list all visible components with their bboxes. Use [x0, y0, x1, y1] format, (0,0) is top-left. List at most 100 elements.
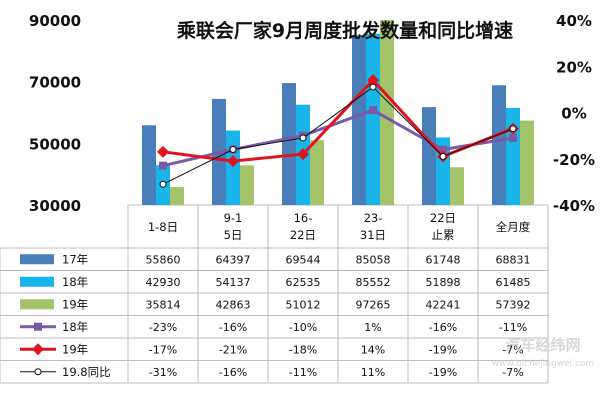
legend-swatch-bar [20, 299, 54, 310]
legend-marker-circle [34, 368, 42, 376]
data-cell: 57392 [496, 298, 531, 311]
left-axis-tick-label: 50000 [29, 135, 81, 153]
data-cell: -19% [429, 366, 457, 379]
data-cell: 85552 [356, 276, 391, 289]
bar-1 [352, 35, 366, 205]
category-label: 23- [364, 211, 383, 225]
data-cell: 68831 [496, 253, 531, 266]
right-axis-tick-label: -20% [553, 151, 595, 169]
bar-1 [282, 83, 296, 205]
data-cell: 55860 [146, 253, 181, 266]
bar-2 [226, 130, 240, 205]
right-axis-tick-label: 20% [556, 58, 592, 76]
bar-3 [450, 167, 464, 205]
data-cell: 61485 [496, 276, 531, 289]
bar-3 [240, 165, 254, 205]
data-cell: -7% [502, 366, 523, 379]
line-series-1 [162, 108, 514, 168]
left-axis-tick-label: 90000 [29, 12, 81, 30]
legend-label: 18年 [62, 275, 88, 289]
category-label: 1-8日 [148, 220, 178, 234]
watermark-logo-text: 汽车经纬网 [505, 336, 580, 354]
data-cell: -16% [429, 321, 457, 334]
line-point-circle [159, 180, 167, 188]
legend-label: 19年 [62, 342, 88, 356]
data-cell: -23% [149, 321, 177, 334]
data-cell: 54137 [216, 276, 251, 289]
legend-label: 19年 [62, 297, 88, 311]
data-cell: 64397 [216, 253, 251, 266]
data-cell: 42863 [216, 298, 251, 311]
bar-2 [366, 33, 380, 206]
line-point-square [509, 133, 517, 142]
bar-2 [506, 107, 520, 205]
line-point-diamond [367, 74, 379, 87]
data-cell: 51898 [426, 276, 461, 289]
category-label: 全月度 [496, 220, 531, 234]
line-point-diamond [227, 155, 239, 168]
data-cell: 42241 [426, 298, 461, 311]
legend-swatch-bar [20, 254, 54, 265]
data-cell: 1% [364, 321, 381, 334]
data-cell: -11% [499, 321, 527, 334]
category-label: 22日 [290, 228, 316, 242]
category-label: 止累 [432, 228, 455, 242]
data-cell: 97265 [356, 298, 391, 311]
data-cell: -18% [289, 343, 317, 356]
left-axis-tick-label: 70000 [29, 74, 81, 92]
data-cell: 42930 [146, 276, 181, 289]
data-cell: 85058 [356, 253, 391, 266]
bar-1 [142, 125, 156, 205]
bar-1 [422, 107, 436, 205]
line-point-diamond [297, 148, 309, 161]
left-axis-tick-label: 30000 [29, 197, 81, 215]
right-axis-tick-label: 40% [556, 12, 592, 30]
bar-3 [310, 140, 324, 205]
data-cell: 61748 [426, 253, 461, 266]
legend-marker-diamond [32, 343, 44, 356]
right-axis-tick-label: -40% [553, 197, 595, 215]
data-cell: -16% [219, 321, 247, 334]
watermark-url: www.qichejingwei.com [492, 359, 594, 369]
data-cell: -11% [289, 366, 317, 379]
watermark: 汽车经纬网 www.qichejingwei.com [492, 336, 594, 369]
chart-title: 乘联会厂家9月周度批发数量和同比增速 [176, 19, 513, 42]
line-point-square [369, 106, 377, 115]
line-point-circle [439, 152, 447, 160]
line-point-square [159, 161, 167, 170]
legend-marker-square [34, 322, 42, 331]
data-cell: -21% [219, 343, 247, 356]
data-cell: -16% [219, 366, 247, 379]
line-point-circle [369, 83, 377, 91]
bar-marks [142, 20, 534, 206]
line-marks [157, 74, 519, 188]
data-cell: 11% [361, 366, 385, 379]
axis-labels: 90000 70000 50000 30000 40% 20% 0% -20% -40% [29, 12, 595, 215]
line-point-square [439, 145, 447, 154]
bar-3 [520, 120, 534, 205]
legend-label: 19.8同比 [62, 365, 111, 379]
bar-3 [170, 187, 184, 205]
data-cell: 35814 [146, 298, 181, 311]
data-cell: 69544 [286, 253, 321, 266]
bar-1 [492, 85, 506, 205]
data-cell: -17% [149, 343, 177, 356]
line-point-circle [299, 134, 307, 142]
data-cell: -10% [289, 321, 317, 334]
data-cell: 62535 [286, 276, 321, 289]
category-label: 16- [294, 211, 313, 225]
legend-swatch-bar [20, 276, 54, 287]
right-axis-tick-label: 0% [561, 105, 586, 123]
line-series-3 [162, 86, 514, 185]
data-cell: 51012 [286, 298, 321, 311]
data-cell: -19% [429, 343, 457, 356]
table-grid [0, 204, 549, 384]
legend-label: 18年 [62, 320, 88, 334]
category-label: 9-1 [224, 211, 243, 225]
data-cell: -7% [502, 343, 523, 356]
category-label: 5日 [224, 228, 243, 242]
line-point-circle [229, 146, 237, 153]
data-cell: 14% [361, 343, 385, 356]
